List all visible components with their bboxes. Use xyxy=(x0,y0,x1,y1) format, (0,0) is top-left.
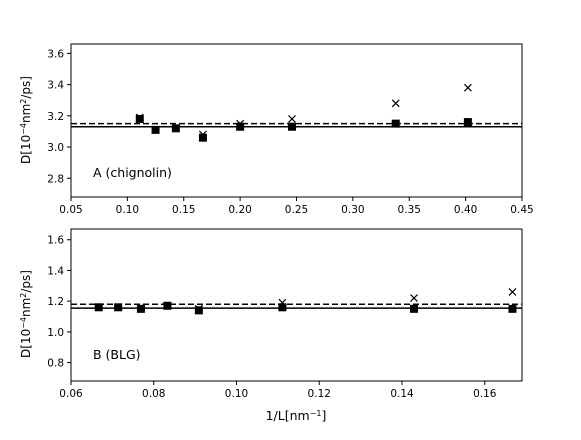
panel-b: 0.06 0.08 0.10 0.12 0.14 0.16 0.8 1.0 1.2 1.4 1.6 B… xyxy=(47,228,523,400)
x-tick-label: 0.40 xyxy=(454,204,477,216)
y-tick-label: 2.8 xyxy=(47,173,64,185)
square-point xyxy=(135,114,144,123)
x-tick-label: 0.06 xyxy=(59,388,83,400)
x-tick-label: 0.14 xyxy=(390,388,414,400)
square-point xyxy=(463,118,472,127)
x-point xyxy=(198,130,207,139)
x-tick-label: 0.45 xyxy=(510,204,533,216)
square-point xyxy=(287,122,296,131)
x-point xyxy=(288,115,296,123)
x-point xyxy=(151,125,160,134)
y-tick-label: 3.0 xyxy=(47,142,64,154)
x-point xyxy=(236,119,245,128)
y-tick-label: 3.4 xyxy=(47,80,64,92)
axes-frame xyxy=(70,228,523,382)
x-point xyxy=(135,113,144,122)
square-point xyxy=(136,304,145,313)
y-tick-label: 0.8 xyxy=(47,358,64,370)
x-tick-label: 0.10 xyxy=(116,204,139,216)
x-tick-label: 0.15 xyxy=(172,204,195,216)
square-point xyxy=(391,119,400,128)
y-tick-label: 1.2 xyxy=(47,296,64,308)
panel-annotation: B (BLG) xyxy=(93,347,141,362)
x-point xyxy=(114,303,123,312)
x-point xyxy=(194,304,203,313)
y-tick-label: 1.0 xyxy=(47,327,64,339)
panel-annotation: A (chignolin) xyxy=(93,165,172,180)
x-point xyxy=(137,303,145,312)
y-tick-label: 3.2 xyxy=(47,111,64,123)
square-point xyxy=(410,304,419,313)
y-axis-label-bottom: D[10−4nm2/ps] xyxy=(19,270,34,358)
x-axis-label: 1/L[nm−1] xyxy=(266,408,327,423)
x-point xyxy=(410,294,418,303)
square-point xyxy=(278,303,287,312)
x-tick-label: 0.20 xyxy=(228,204,251,216)
x-point xyxy=(94,303,103,312)
x-point xyxy=(391,99,400,108)
x-point xyxy=(463,83,472,92)
x-point xyxy=(508,288,517,296)
x-point xyxy=(278,298,287,307)
y-axis-label-top: D[10−4nm2/ps] xyxy=(19,76,34,164)
x-tick-label: 0.16 xyxy=(473,388,497,400)
x-tick-label: 0.25 xyxy=(285,204,308,216)
x-tick-label: 0.12 xyxy=(308,388,331,400)
square-point xyxy=(194,306,203,315)
x-tick-label: 0.05 xyxy=(59,204,82,216)
x-point xyxy=(171,124,180,133)
square-point xyxy=(236,122,245,131)
x-point xyxy=(163,301,172,310)
square-point xyxy=(198,133,207,142)
x-tick-label: 0.08 xyxy=(142,388,165,400)
x-tick-label: 0.10 xyxy=(225,388,248,400)
panel-a: 0.05 0.10 0.15 0.20 0.25 0.30 0.35 0.40 0.45 2.8 3… xyxy=(47,43,534,216)
y-tick-label: 1.6 xyxy=(47,235,64,247)
y-tick-label: 1.4 xyxy=(47,265,64,277)
x-tick-label: 0.35 xyxy=(398,204,421,216)
y-tick-label: 3.6 xyxy=(47,48,64,60)
x-tick-label: 0.30 xyxy=(341,204,364,216)
square-point xyxy=(508,304,517,313)
